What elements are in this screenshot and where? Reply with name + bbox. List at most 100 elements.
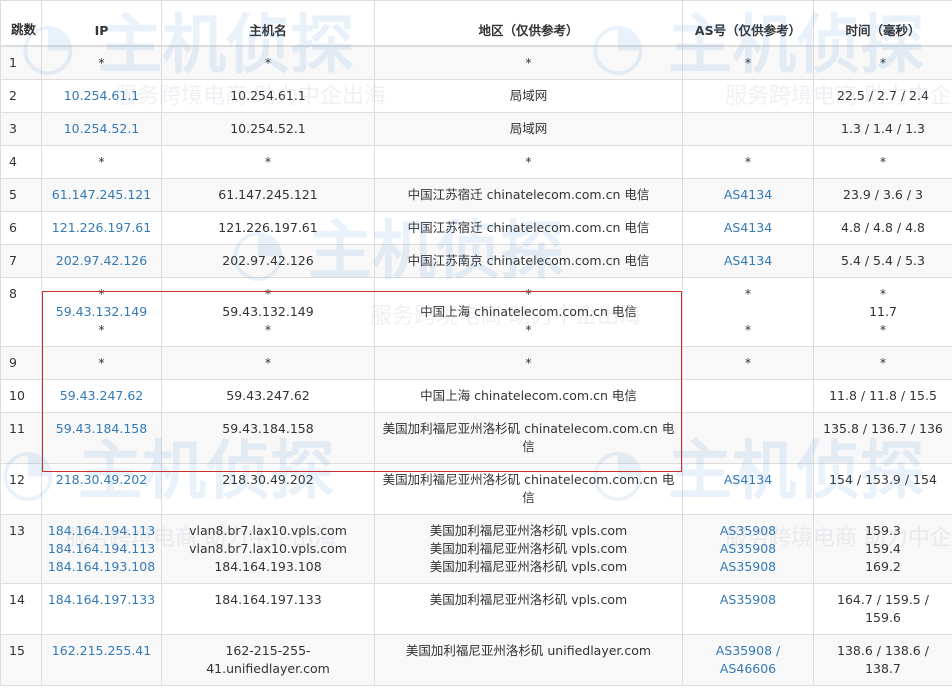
as-link[interactable]: AS35908 / AS46606 bbox=[715, 643, 781, 676]
header-hop: 跳数 bbox=[0, 0, 42, 47]
as-link[interactable]: AS35908 bbox=[719, 541, 777, 556]
as-cell: AS4134 bbox=[682, 178, 814, 212]
as-link[interactable]: AS4134 bbox=[723, 253, 773, 268]
time-text: 164.7 / 159.5 / 159.6 bbox=[837, 592, 929, 625]
hostname-text: * bbox=[264, 322, 272, 337]
hostname-cell: * 59.43.132.149 * bbox=[161, 277, 375, 347]
time-text: 1.3 / 1.4 / 1.3 bbox=[841, 121, 925, 136]
hop-cell: 10 bbox=[0, 379, 42, 413]
as-cell: * bbox=[682, 145, 814, 179]
region-cell: * bbox=[374, 346, 683, 380]
as-cell: AS4134 bbox=[682, 244, 814, 278]
hostname-text: 59.43.132.149 bbox=[222, 304, 314, 319]
hop-cell: 6 bbox=[0, 211, 42, 245]
ip-cell: 10.254.61.1 bbox=[41, 79, 162, 113]
as-link[interactable]: AS4134 bbox=[723, 187, 773, 202]
ip-link[interactable]: 10.254.61.1 bbox=[63, 88, 140, 103]
ip-link[interactable]: 184.164.194.113 bbox=[47, 541, 156, 556]
table-row: 1 * * * * * bbox=[0, 45, 952, 80]
ip-link[interactable]: 59.43.184.158 bbox=[55, 421, 148, 436]
hop-cell: 3 bbox=[0, 112, 42, 146]
region-text: 美国加利福尼亚州洛杉矶 vpls.com bbox=[429, 592, 628, 607]
table-row: 3 10.254.52.1 10.254.52.1 局域网 1.3 / 1.4 / 1… bbox=[0, 112, 952, 146]
ip-link[interactable]: 162.215.255.41 bbox=[51, 643, 152, 658]
hostname-cell: 59.43.184.158 bbox=[161, 412, 375, 464]
hostname-cell: 61.147.245.121 bbox=[161, 178, 375, 212]
ip-link[interactable]: 202.97.42.126 bbox=[55, 253, 148, 268]
hostname-text: 184.164.193.108 bbox=[214, 559, 322, 574]
table-row: 7 202.97.42.126 202.97.42.126 中国江苏南京 chinat… bbox=[0, 244, 952, 278]
time-text: 138.6 / 138.6 / 138.7 bbox=[837, 643, 929, 676]
time-cell: 154 / 153.9 / 154 bbox=[813, 463, 952, 515]
ip-cell: * bbox=[41, 346, 162, 380]
ip-link[interactable]: 121.226.197.61 bbox=[51, 220, 152, 235]
hostname-text: vlan8.br7.lax10.vpls.com bbox=[189, 523, 347, 538]
ip-text: * bbox=[98, 55, 105, 70]
as-cell: * * bbox=[682, 277, 814, 347]
time-text: 5.4 / 5.4 / 5.3 bbox=[841, 253, 925, 268]
as-link[interactable]: AS35908 bbox=[719, 592, 777, 607]
time-text: * bbox=[879, 55, 887, 70]
ip-text: * bbox=[98, 286, 105, 301]
hop-cell: 2 bbox=[0, 79, 42, 113]
as-text: * bbox=[744, 322, 752, 337]
header-ip: IP bbox=[41, 0, 162, 47]
table-row: 14 184.164.197.133 184.164.197.133 美国加利福尼亚州… bbox=[0, 583, 952, 635]
ip-link[interactable]: 61.147.245.121 bbox=[51, 187, 152, 202]
region-text: 中国上海 chinatelecom.com.cn 电信 bbox=[420, 388, 637, 403]
ip-text: * bbox=[98, 355, 105, 370]
region-text: 中国上海 chinatelecom.com.cn 电信 bbox=[420, 304, 637, 319]
region-cell: 中国江苏南京 chinatelecom.com.cn 电信 bbox=[374, 244, 683, 278]
time-cell: * bbox=[813, 346, 952, 380]
time-cell: 164.7 / 159.5 / 159.6 bbox=[813, 583, 952, 635]
ip-link[interactable]: 59.43.132.149 bbox=[55, 304, 148, 319]
ip-cell: 202.97.42.126 bbox=[41, 244, 162, 278]
region-text: 美国加利福尼亚州洛杉矶 chinatelecom.com.cn 电信 bbox=[382, 421, 675, 454]
region-cell: 美国加利福尼亚州洛杉矶 chinatelecom.com.cn 电信 bbox=[374, 463, 683, 515]
region-cell: 美国加利福尼亚州洛杉矶 unifiedlayer.com bbox=[374, 634, 683, 686]
as-cell: AS4134 bbox=[682, 211, 814, 245]
region-cell: 美国加利福尼亚州洛杉矶 vpls.com bbox=[374, 583, 683, 635]
hostname-cell: 10.254.61.1 bbox=[161, 79, 375, 113]
time-text: * bbox=[879, 154, 887, 169]
hop-cell: 14 bbox=[0, 583, 42, 635]
time-text: * bbox=[879, 322, 887, 337]
region-cell: 美国加利福尼亚州洛杉矶 chinatelecom.com.cn 电信 bbox=[374, 412, 683, 464]
region-text: 中国江苏宿迁 chinatelecom.com.cn 电信 bbox=[407, 187, 650, 202]
header-time: 时间（毫秒） bbox=[813, 0, 952, 47]
as-link[interactable]: AS35908 bbox=[719, 523, 777, 538]
region-cell: 局域网 bbox=[374, 112, 683, 146]
ip-link[interactable]: 59.43.247.62 bbox=[59, 388, 144, 403]
hostname-cell: 184.164.197.133 bbox=[161, 583, 375, 635]
hostname-text: 162-215-255-41.unifiedlayer.com bbox=[206, 643, 330, 676]
ip-link[interactable]: 184.164.197.133 bbox=[47, 592, 156, 607]
region-text: * bbox=[525, 322, 532, 337]
hostname-text: 184.164.197.133 bbox=[214, 592, 322, 607]
as-link[interactable]: AS35908 bbox=[719, 559, 777, 574]
hop-cell: 13 bbox=[0, 514, 42, 584]
hostname-text: * bbox=[264, 154, 272, 169]
as-text bbox=[687, 303, 809, 321]
hostname-text: 10.254.52.1 bbox=[230, 121, 306, 136]
ip-link[interactable]: 10.254.52.1 bbox=[63, 121, 140, 136]
ip-cell: 218.30.49.202 bbox=[41, 463, 162, 515]
as-link[interactable]: AS4134 bbox=[723, 220, 773, 235]
region-cell: * bbox=[374, 145, 683, 179]
region-cell: * bbox=[374, 45, 683, 80]
hop-cell: 1 bbox=[0, 45, 42, 80]
time-text: * bbox=[879, 355, 887, 370]
ip-cell: * bbox=[41, 45, 162, 80]
hop-cell: 7 bbox=[0, 244, 42, 278]
time-cell: 138.6 / 138.6 / 138.7 bbox=[813, 634, 952, 686]
as-link[interactable]: AS4134 bbox=[723, 472, 773, 487]
as-cell: AS35908 / AS46606 bbox=[682, 634, 814, 686]
time-text: 159.3 bbox=[865, 523, 901, 538]
time-cell: 159.3 159.4 169.2 bbox=[813, 514, 952, 584]
hostname-text: * bbox=[264, 355, 272, 370]
ip-link[interactable]: 184.164.193.108 bbox=[47, 559, 156, 574]
ip-link[interactable]: 218.30.49.202 bbox=[55, 472, 148, 487]
hop-cell: 5 bbox=[0, 178, 42, 212]
ip-link[interactable]: 184.164.194.113 bbox=[47, 523, 156, 538]
as-cell: AS4134 bbox=[682, 463, 814, 515]
